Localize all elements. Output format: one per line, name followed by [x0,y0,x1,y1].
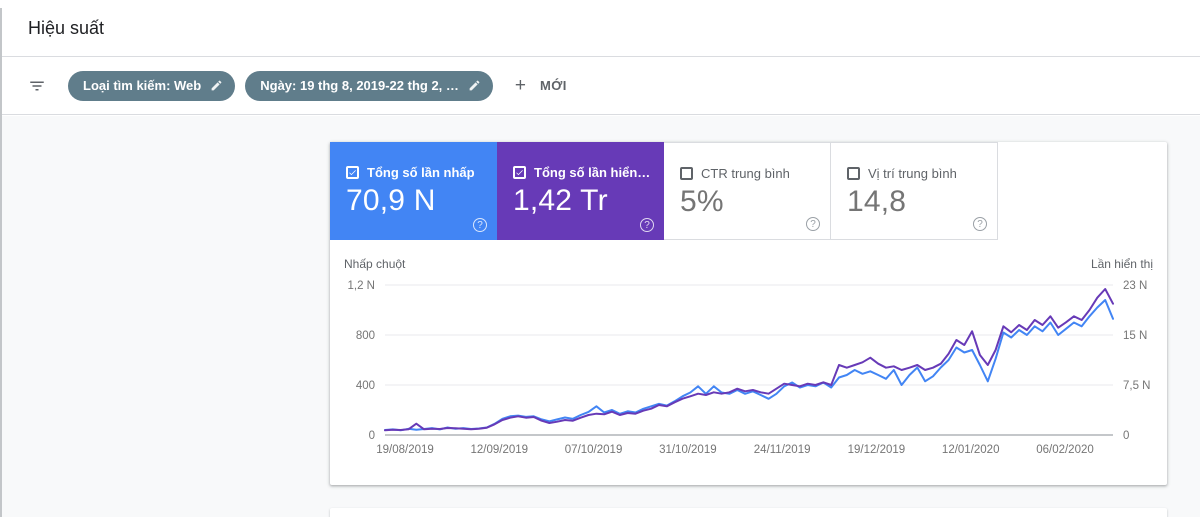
next-section-card [330,508,1167,517]
pencil-icon [468,79,481,92]
page-title: Hiệu suất [28,18,105,38]
checkbox-unchecked-icon[interactable] [847,167,860,180]
filter-chip-date-range[interactable]: Ngày: 19 thg 8, 2019-22 thg 2, … [245,70,493,101]
svg-text:07/10/2019: 07/10/2019 [565,444,623,456]
help-icon[interactable]: ? [973,217,987,231]
filter-bar: Loại tìm kiếm: Web Ngày: 19 thg 8, 2019-… [0,57,1200,115]
metrics-row: Tổng số lần nhấp 70,9 N ? Tổng số lần hi… [330,142,998,240]
filter-chip-label: Loại tìm kiếm: Web [83,78,202,93]
metric-label: CTR trung bình [701,166,790,181]
svg-text:15 N: 15 N [1123,330,1147,342]
svg-text:400: 400 [356,380,375,392]
plus-icon: + [514,75,527,96]
performance-chart[interactable]: Nhấp chuột Lần hiển thị 1,2 N 800 400 0 23 N 15… [330,240,1167,485]
svg-text:19/12/2019: 19/12/2019 [848,444,906,456]
pencil-icon [210,79,223,92]
metric-label: Vị trí trung bình [868,166,957,181]
svg-text:31/10/2019: 31/10/2019 [659,444,717,456]
page-header: Hiệu suất [0,0,1200,57]
svg-text:Lần hiển thị: Lần hiển thị [1091,257,1153,271]
new-filter-button[interactable]: + MỚI [515,76,567,95]
filter-chip-search-type[interactable]: Loại tìm kiếm: Web [68,70,236,101]
metric-label: Tổng số lần hiển… [534,165,651,180]
svg-text:800: 800 [356,330,375,342]
svg-text:0: 0 [1123,430,1129,442]
checkbox-checked-icon[interactable] [346,166,359,179]
metric-total-impressions[interactable]: Tổng số lần hiển… 1,42 Tr ? [497,142,664,240]
svg-text:19/08/2019: 19/08/2019 [376,444,434,456]
help-icon[interactable]: ? [473,218,487,232]
new-filter-label: MỚI [540,78,567,93]
svg-text:0: 0 [369,430,375,442]
metric-value: 1,42 Tr [513,184,608,217]
help-icon[interactable]: ? [640,218,654,232]
left-edge-divider [0,8,2,517]
performance-card: Tổng số lần nhấp 70,9 N ? Tổng số lần hi… [330,142,1167,485]
checkbox-checked-icon[interactable] [513,166,526,179]
svg-text:12/09/2019: 12/09/2019 [471,444,529,456]
filter-list-icon[interactable] [28,77,46,95]
metric-label: Tổng số lần nhấp [367,165,475,180]
svg-text:1,2 N: 1,2 N [348,280,376,292]
metric-average-position[interactable]: Vị trí trung bình 14,8 ? [831,142,998,240]
metric-average-ctr[interactable]: CTR trung bình 5% ? [664,142,831,240]
help-icon[interactable]: ? [806,217,820,231]
metric-total-clicks[interactable]: Tổng số lần nhấp 70,9 N ? [330,142,497,240]
filter-chip-label: Ngày: 19 thg 8, 2019-22 thg 2, … [260,78,459,93]
svg-text:12/01/2020: 12/01/2020 [942,444,1000,456]
svg-text:23 N: 23 N [1123,280,1147,292]
svg-text:06/02/2020: 06/02/2020 [1036,444,1094,456]
metric-value: 70,9 N [346,184,436,217]
checkbox-unchecked-icon[interactable] [680,167,693,180]
svg-text:Nhấp chuột: Nhấp chuột [344,257,406,271]
svg-text:24/11/2019: 24/11/2019 [754,444,811,456]
metric-value: 5% [680,185,724,218]
metric-value: 14,8 [847,185,907,218]
svg-text:7,5 N: 7,5 N [1123,380,1151,392]
